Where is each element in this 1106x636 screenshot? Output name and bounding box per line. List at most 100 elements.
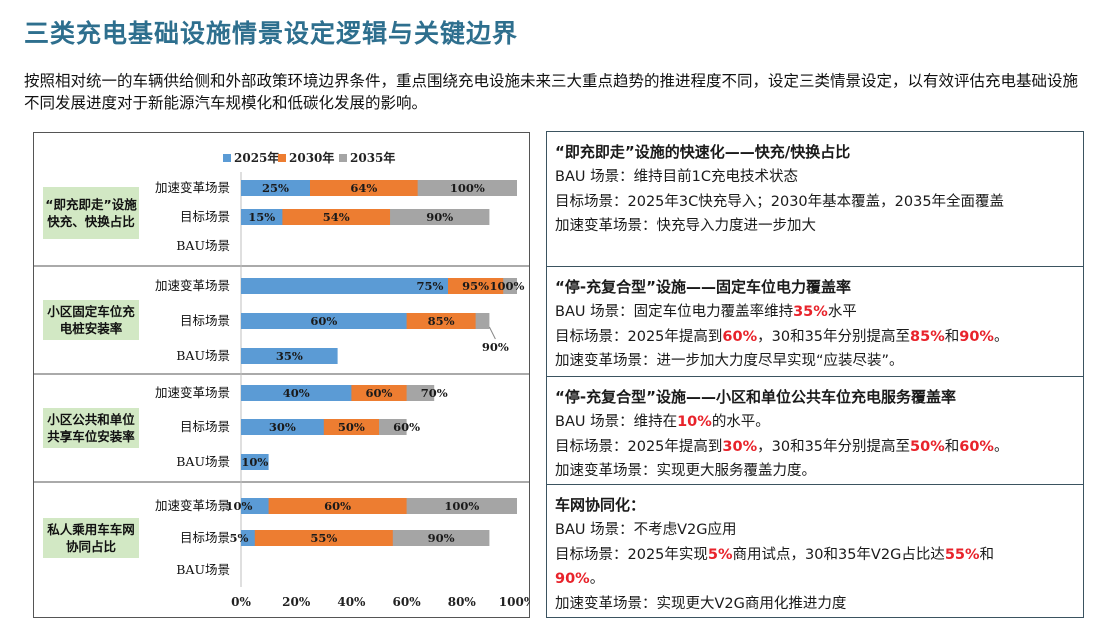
section-heading: “即充即走”设施的快速化——快充/快换占比 xyxy=(555,143,851,161)
data-label: 60% xyxy=(366,386,393,400)
x-tick-label: 60% xyxy=(393,595,422,609)
legend-swatch xyxy=(278,154,286,162)
bar-segment xyxy=(241,313,407,329)
line-text: 加速变革场景：实现更大V2G商用化推进力度 xyxy=(555,595,847,612)
section-line: 目标场景：2025年提高到30%，30和35年分别提高至50%和60%。 xyxy=(555,435,1075,460)
section-fixed-parking: “停-充复合型”设施——固定车位电力覆盖率 BAU 场景：固定车位电力覆盖率维持… xyxy=(547,266,1083,376)
bar-segment xyxy=(241,530,255,546)
section-line: 目标场景：2025年实现5%商用试点，30和35年V2G占比达55%和 xyxy=(555,543,1075,568)
highlight-value: 5% xyxy=(707,546,733,563)
highlight-value: 35% xyxy=(793,304,828,320)
section-line: 目标场景：2025年提高到60%，30和35年分别提高至85%和90%。 xyxy=(555,325,1075,350)
scenario-description-panel: “即充即走”设施的快速化——快充/快换占比 BAU 场景：维持目前1C充电技术状… xyxy=(546,131,1084,618)
line-text: 。 xyxy=(993,328,1009,345)
page-title: 三类充电基础设施情景设定逻辑与关键边界 xyxy=(24,19,519,48)
data-label: 90% xyxy=(428,531,455,545)
data-label: 10% xyxy=(241,455,268,469)
line-text: 。 xyxy=(589,571,605,587)
bar-segment xyxy=(241,385,352,401)
section-heading: “停-充复合型”设施——固定车位电力覆盖率 xyxy=(555,278,851,296)
line-text: 。 xyxy=(993,438,1009,455)
bar-segment xyxy=(241,278,448,294)
legend-label: 2030年 xyxy=(289,150,334,165)
section-v2g: 车网协同化： BAU 场景：不考虑V2G应用 目标场景：2025年实现5%商用试点… xyxy=(547,484,1083,618)
section-line: 90%。 xyxy=(555,567,1075,592)
data-label: 55% xyxy=(310,531,337,545)
data-label: 75% xyxy=(417,279,444,293)
legend-label: 2025年 xyxy=(234,150,279,165)
line-text: ，30和35年分别提高至 xyxy=(757,438,911,455)
highlight-value: 10% xyxy=(677,414,712,430)
section-line: BAU 场景：固定车位电力覆盖率维持35%水平 xyxy=(555,300,1075,325)
data-label: 60% xyxy=(310,314,337,328)
line-text: 商用试点，30和35年V2G占比达 xyxy=(732,546,945,563)
line-text: 加速变革场景：进一步加大力度尽早实现“应装尽装”。 xyxy=(555,353,904,369)
group-label-shared-parking: 小区公共和单位共享车位安装率 xyxy=(43,408,139,448)
data-label: 54% xyxy=(323,210,350,224)
line-text: BAU 场景：不考虑V2G应用 xyxy=(555,522,737,538)
data-label: 100% xyxy=(490,279,525,293)
scenario-label: BAU场景 xyxy=(176,238,230,253)
scenario-label: 目标场景 xyxy=(180,313,230,328)
data-label: 35% xyxy=(276,349,303,363)
section-heading: “停-充复合型”设施——小区和单位公共车位充电服务覆盖率 xyxy=(555,388,956,406)
data-label: 25% xyxy=(262,181,289,195)
section-line: 目标场景：2025年3C快充导入；2030年基本覆盖，2035年全面覆盖 xyxy=(555,190,1075,215)
scenario-label: BAU场景 xyxy=(176,348,230,363)
scenario-label: 加速变革场景 xyxy=(155,498,230,513)
data-label-leader xyxy=(488,326,496,340)
data-label: 10% xyxy=(226,499,253,513)
line-text: 和 xyxy=(944,438,960,455)
section-heading: 车网协同化： xyxy=(555,496,646,514)
scenario-label: BAU场景 xyxy=(176,454,230,469)
highlight-value: 90% xyxy=(555,571,590,587)
line-text: 目标场景：2025年实现 xyxy=(555,546,708,563)
x-tick-label: 40% xyxy=(337,595,366,609)
line-text: 目标场景：2025年提高到 xyxy=(555,328,723,345)
bar-segment xyxy=(241,454,269,470)
group-label-v2g: 私人乘用车车网协同占比 xyxy=(43,518,139,558)
scenario-label: 加速变革场景 xyxy=(155,385,230,400)
highlight-value: 30% xyxy=(722,438,758,455)
bar-segment xyxy=(241,498,269,514)
scenario-label: BAU场景 xyxy=(176,562,230,577)
legend-label: 2035年 xyxy=(350,150,395,165)
x-tick-label: 100% xyxy=(499,595,530,609)
legend-swatch xyxy=(223,154,231,162)
line-text: BAU 场景：维持在 xyxy=(555,414,678,430)
highlight-value: 55% xyxy=(944,546,980,563)
scenario-label: 目标场景 xyxy=(180,419,230,434)
x-tick-label: 0% xyxy=(231,595,251,609)
data-label: 90% xyxy=(426,210,453,224)
section-line: 加速变革场景：实现更大服务覆盖力度。 xyxy=(555,459,1075,484)
line-text: 目标场景：2025年提高到 xyxy=(555,438,723,455)
highlight-value: 60% xyxy=(722,328,758,345)
data-label: 100% xyxy=(444,499,479,513)
line-text: 水平 xyxy=(827,304,857,320)
bar-segment xyxy=(241,498,407,514)
line-text: 目标场景：2025年3C快充导入；2030年基本覆盖，2035年全面覆盖 xyxy=(555,193,1005,210)
chart-border xyxy=(33,132,530,618)
data-label: 90% xyxy=(482,340,509,354)
line-text: 和 xyxy=(979,546,995,563)
bar-segment xyxy=(241,530,393,546)
intro-paragraph: 按照相对统一的车辆供给侧和外部政策环境边界条件，重点围绕充电设施未来三大重点趋势… xyxy=(24,72,1079,112)
scenario-chart: 2025年 2030年 2035年 加速变革场景 25% 64% 100% 目标场景 15% 54… xyxy=(33,132,530,618)
highlight-value: 60% xyxy=(959,438,994,455)
highlight-value: 90% xyxy=(959,328,994,345)
data-label: 85% xyxy=(428,314,455,328)
highlight-value: 50% xyxy=(910,438,945,455)
section-shared-parking: “停-充复合型”设施——小区和单位公共车位充电服务覆盖率 BAU 场景：维持在1… xyxy=(547,376,1083,484)
data-label: 100% xyxy=(450,181,485,195)
data-label: 64% xyxy=(350,181,377,195)
scenario-label: 加速变革场景 xyxy=(155,278,230,293)
data-label: 70% xyxy=(421,386,448,400)
line-text: BAU 场景：维持目前1C充电技术状态 xyxy=(555,169,798,185)
line-text: ，30和35年分别提高至 xyxy=(757,328,911,345)
scenario-label: 加速变革场景 xyxy=(155,180,230,195)
section-line: BAU 场景：维持目前1C充电技术状态 xyxy=(555,165,1075,190)
scenario-label: 目标场景 xyxy=(180,530,230,545)
group-label-fixed-parking: 小区固定车位充电桩安装率 xyxy=(43,300,139,340)
scenario-label: 目标场景 xyxy=(180,209,230,224)
